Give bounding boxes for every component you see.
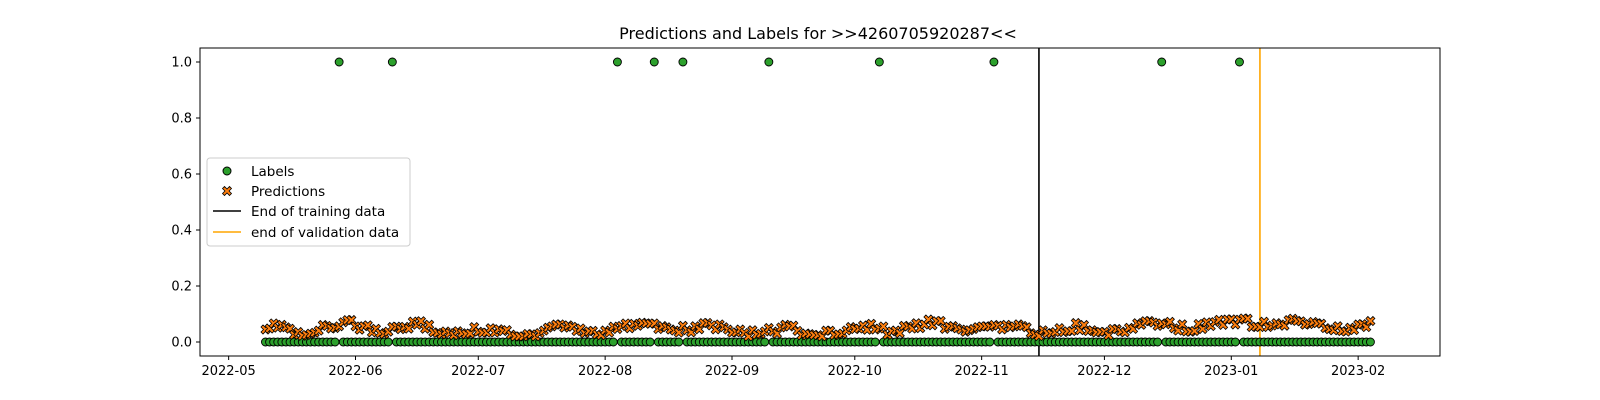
legend-label-labels: Labels (251, 164, 294, 180)
prediction-point (1197, 323, 1208, 335)
label-point (1153, 337, 1163, 347)
legend: Labels Predictions End of training data … (206, 157, 411, 247)
label-point (645, 337, 655, 347)
y-tick-label: 0.0 (171, 336, 192, 351)
chart-title: Predictions and Labels for >>42607059202… (619, 24, 1017, 43)
prediction-point (1242, 313, 1253, 324)
x-tick-label: 2022-11 (954, 364, 1008, 379)
prediction-point (1177, 319, 1188, 330)
x-tick-label: 2022-12 (1077, 364, 1131, 379)
prediction-point (673, 327, 684, 338)
prediction-point (894, 328, 905, 339)
label-point (612, 57, 622, 67)
prediction-point (362, 320, 373, 331)
prediction-point (424, 319, 435, 330)
label-point (760, 337, 770, 347)
label-point (674, 337, 684, 347)
legend-label-validation: end of validation data (251, 225, 399, 241)
x-tick-label: 2022-06 (328, 364, 382, 379)
label-point (334, 57, 344, 67)
x-tick-label: 2022-09 (705, 364, 759, 379)
prediction-point (1070, 317, 1081, 329)
label-point (608, 337, 618, 347)
label-point (989, 57, 999, 67)
prediction-point (415, 316, 427, 327)
label-point (678, 57, 688, 67)
legend-box (206, 157, 411, 247)
x-tick-label: 2022-05 (201, 364, 255, 379)
label-point (1230, 337, 1240, 347)
legend-label-predictions: Predictions (251, 184, 325, 200)
x-tick-label: 2022-10 (828, 364, 882, 379)
y-tick-label: 1.0 (171, 56, 192, 71)
y-tick-label: 0.4 (171, 224, 192, 239)
label-point (387, 57, 397, 67)
label-point (874, 57, 884, 67)
y-tick-label: 0.8 (171, 112, 192, 127)
prediction-point (1189, 325, 1200, 337)
label-point (764, 57, 774, 67)
y-tick-label: 0.2 (171, 280, 192, 295)
label-point (870, 337, 880, 347)
label-point (1365, 337, 1375, 347)
label-point (985, 337, 995, 347)
prediction-point (1365, 315, 1376, 327)
plot-frame (199, 47, 1441, 357)
prediction-point (403, 323, 414, 334)
label-point (383, 337, 393, 347)
x-tick-label: 2023-02 (1331, 364, 1385, 379)
legend-marker-labels (222, 166, 232, 176)
x-tick-label: 2022-07 (451, 364, 505, 379)
y-tick-label: 0.6 (171, 168, 192, 183)
label-point (1235, 57, 1244, 67)
label-point (649, 57, 659, 67)
x-tick-label: 2022-08 (578, 364, 632, 379)
legend-marker-predictions (221, 185, 233, 197)
x-tick-label: 2023-01 (1204, 364, 1258, 379)
label-point (1157, 57, 1167, 67)
label-point (330, 337, 340, 347)
legend-label-training: End of training data (251, 204, 385, 220)
